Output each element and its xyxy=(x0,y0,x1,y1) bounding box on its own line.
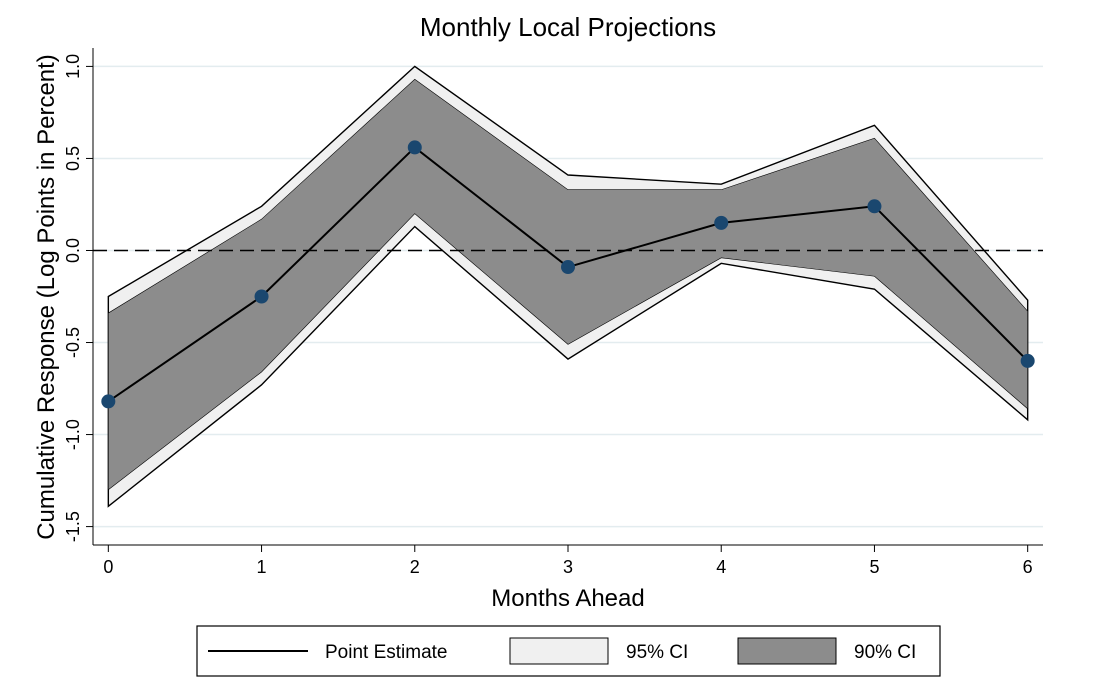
y-tick-label: -1.5 xyxy=(63,511,83,542)
y-tick-label: 0.0 xyxy=(63,238,83,263)
x-tick-label: 5 xyxy=(869,557,879,577)
point-marker xyxy=(714,215,729,230)
point-marker xyxy=(561,260,575,275)
point-marker xyxy=(254,289,269,304)
chart-title: Monthly Local Projections xyxy=(420,12,716,42)
y-tick-label: 1.0 xyxy=(63,54,83,79)
x-tick-label: 3 xyxy=(563,557,573,577)
y-tick-label: -0.5 xyxy=(63,327,83,358)
legend-swatch xyxy=(509,637,609,665)
x-axis-label: Months Ahead xyxy=(491,585,644,612)
legend-label: 90% CI xyxy=(854,642,916,663)
x-tick-label: 2 xyxy=(410,557,420,577)
point-marker xyxy=(407,140,422,155)
legend-label: 95% CI xyxy=(626,642,688,663)
y-tick-label: -1.0 xyxy=(63,419,83,450)
point-marker xyxy=(1020,353,1035,368)
point-marker xyxy=(101,394,116,409)
point-marker xyxy=(867,199,882,214)
y-tick-label: 0.5 xyxy=(63,146,83,171)
legend-label: Point Estimate xyxy=(325,642,448,663)
x-tick-label: 4 xyxy=(716,557,726,577)
x-tick-label: 0 xyxy=(103,557,113,577)
x-tick-label: 1 xyxy=(257,557,267,577)
x-tick-label: 6 xyxy=(1023,557,1033,577)
y-axis-label: Cumulative Response (Log Points in Perce… xyxy=(33,54,60,540)
ci-band xyxy=(108,78,1028,491)
legend-swatch xyxy=(737,637,837,665)
